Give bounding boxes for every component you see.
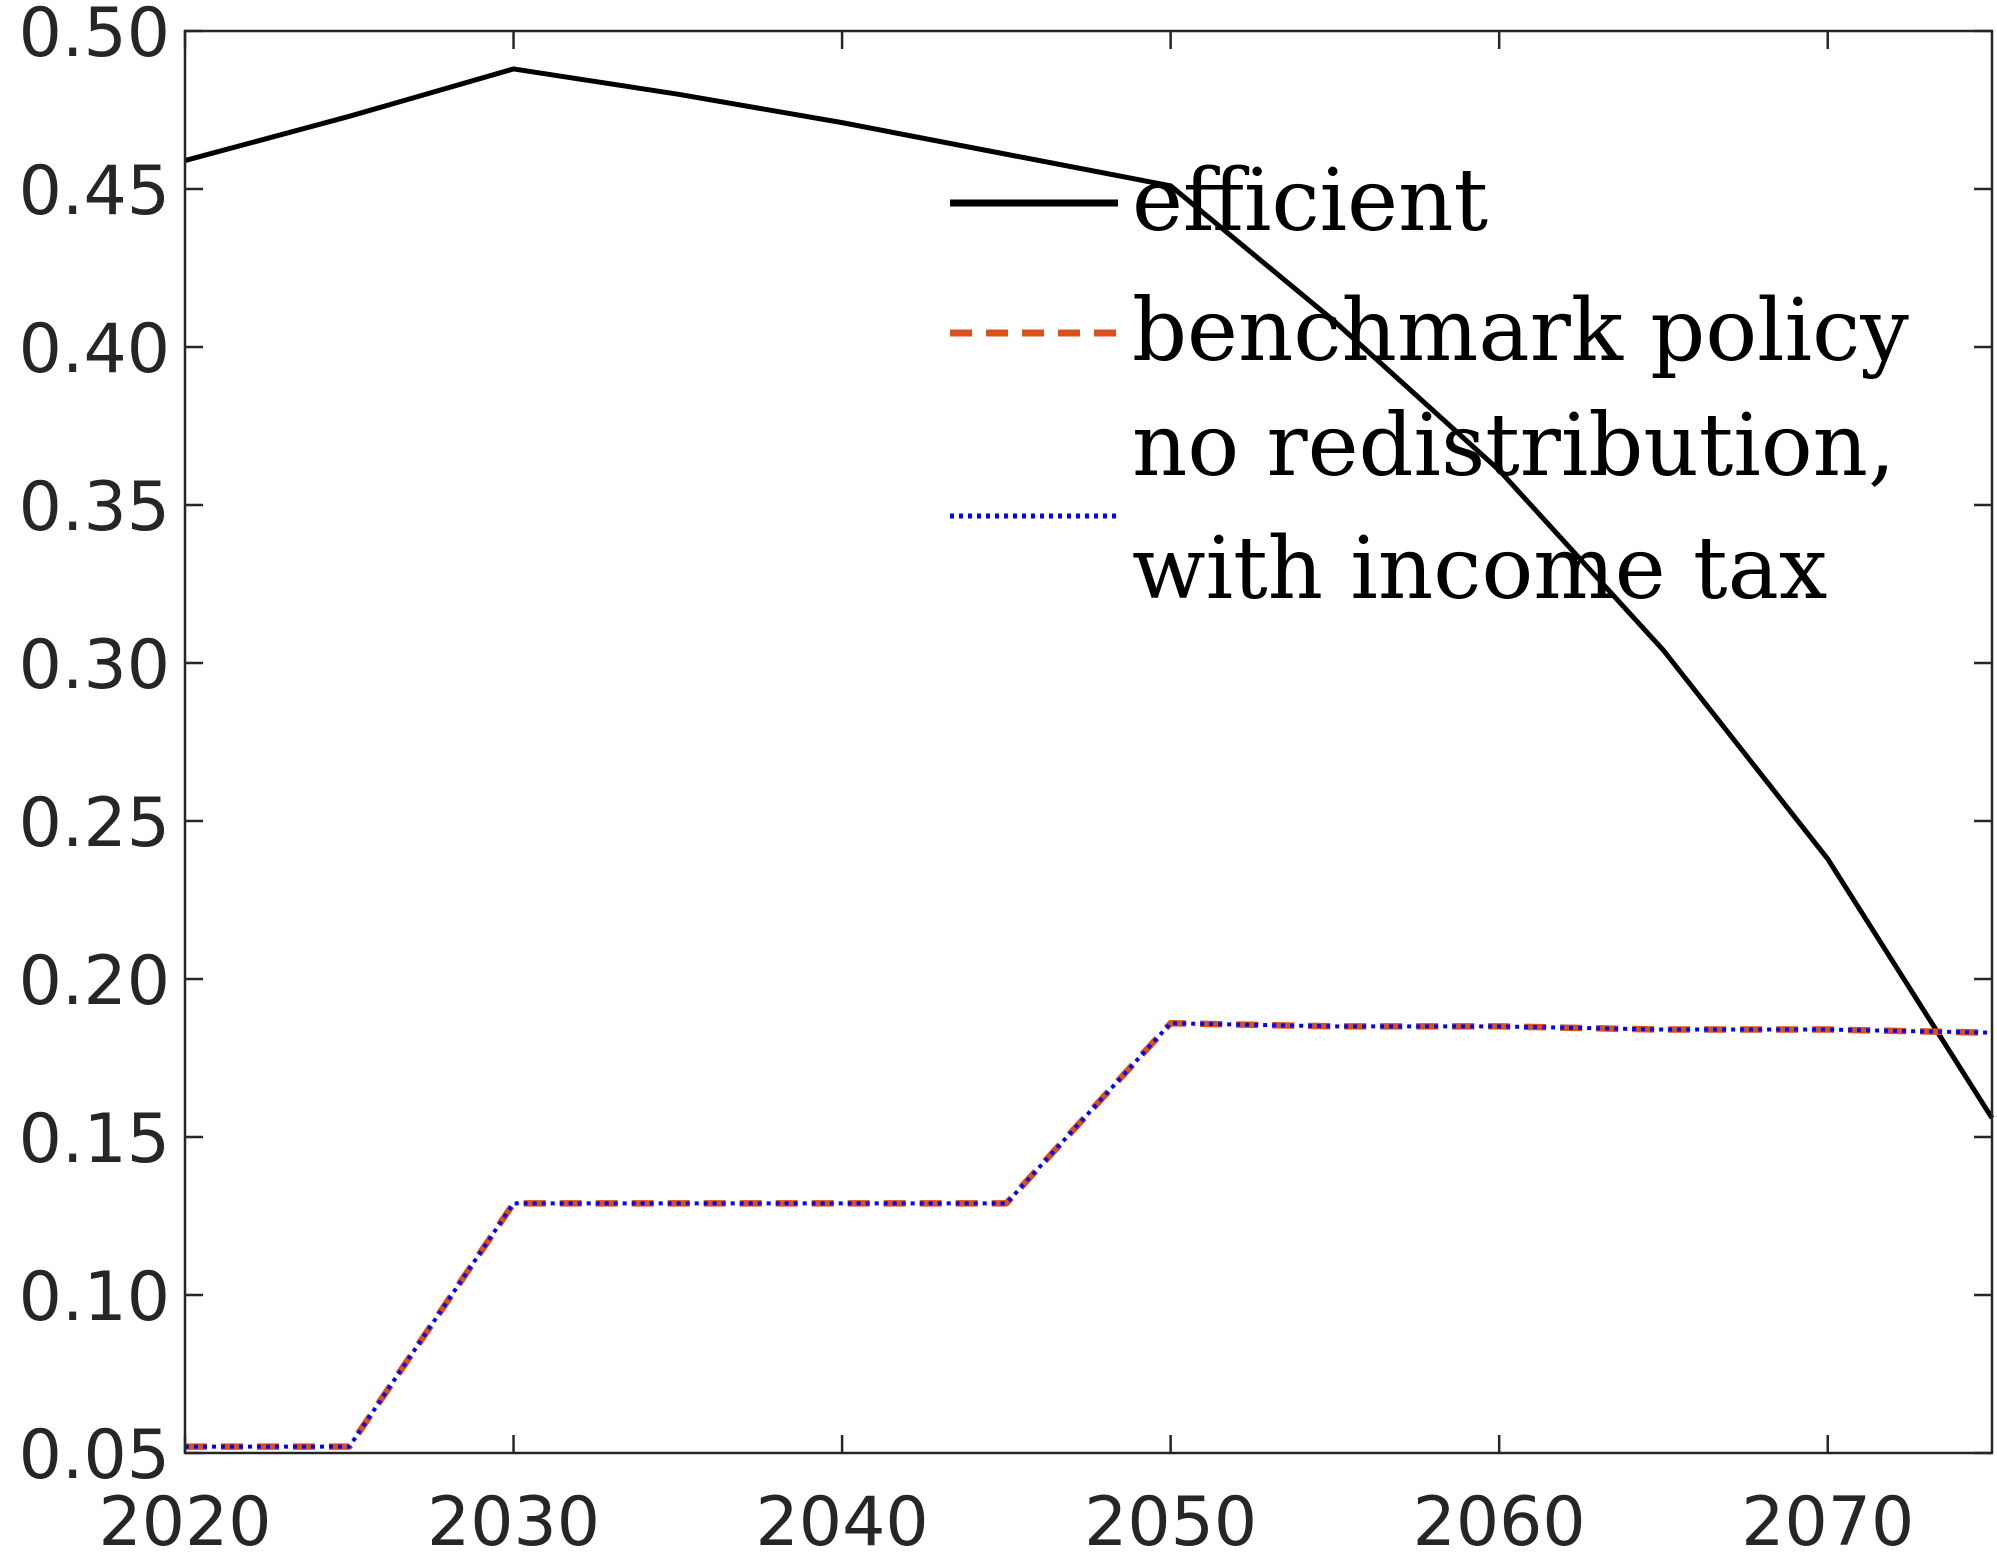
legend-label-no-redistribution-line2: with income tax [1132, 519, 1827, 619]
ticks-layer [183, 29, 1992, 1455]
x-tick-label-2: 2040 [756, 1483, 929, 1554]
x-tick-label-5: 2070 [1741, 1483, 1914, 1554]
legend-label-efficient: efficient [1132, 151, 1488, 251]
y-tick-label-3: 0.20 [19, 942, 170, 1021]
y-tick-label-4: 0.25 [19, 784, 170, 863]
y-tick-labels: 0.05 0.10 0.15 0.20 0.25 0.30 0.35 0.40 0.45 0.50 [19, 0, 170, 1495]
series-efficient-line [184, 66, 1995, 1120]
legend-label-no-redistribution-line1: no redistribution, [1132, 396, 1895, 496]
x-tick-label-0: 2020 [98, 1483, 271, 1554]
plot-background [185, 31, 1992, 1453]
x-tick-labels: 2020 2030 2040 2050 2060 2070 [98, 1483, 1914, 1554]
y-tick-label-1: 0.10 [19, 1258, 170, 1337]
legend: efficient benchmark policy no redistribu… [950, 151, 1909, 619]
legend-label-benchmark-policy: benchmark policy [1132, 281, 1909, 381]
y-tick-label-0: 0.05 [19, 1416, 170, 1495]
y-tick-label-7: 0.40 [19, 310, 170, 389]
y-tick-label-2: 0.15 [19, 1100, 170, 1179]
x-tick-label-1: 2030 [427, 1483, 600, 1554]
y-tick-label-8: 0.45 [19, 152, 170, 231]
series-layer [184, 66, 1995, 1450]
y-tick-label-9: 0.50 [19, 0, 170, 73]
x-tick-label-4: 2060 [1413, 1483, 1586, 1554]
y-tick-label-6: 0.35 [19, 468, 170, 547]
plot-frame [183, 29, 1994, 1455]
x-tick-label-3: 2050 [1084, 1483, 1257, 1554]
y-tick-label-5: 0.30 [19, 626, 170, 705]
series-no-redistribution-line [185, 1021, 1993, 1449]
